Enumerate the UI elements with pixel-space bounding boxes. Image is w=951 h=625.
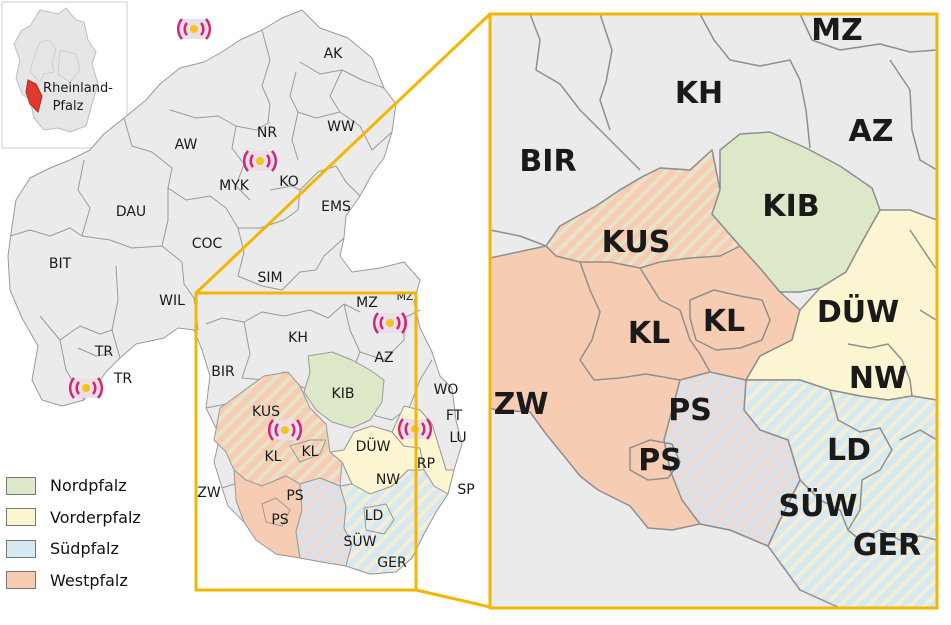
legend-swatch [6, 476, 36, 495]
radio-signal-icon [243, 150, 277, 172]
region-westpfalz-south [233, 469, 303, 559]
label-zw: ZW [197, 485, 221, 501]
label-ww: WW [327, 119, 355, 135]
germany-inset: Rheinland- Pfalz [1, 1, 128, 149]
label-ger: GER [377, 555, 407, 571]
label-ak: AK [324, 46, 344, 62]
legend-swatch [6, 508, 36, 527]
label-ko: KO [279, 174, 298, 190]
label-bit: BIT [49, 256, 72, 272]
label-ps: PS [286, 488, 303, 504]
legend-label: Südpfalz [50, 539, 119, 559]
label-kh: KH [288, 330, 308, 346]
radio-signal-icon [69, 377, 103, 399]
zoom-label-kl-city: KL [703, 304, 745, 339]
rheinland-pfalz-highlight [25, 79, 43, 113]
label-mz: MZ [356, 295, 378, 311]
label-ld: LD [365, 508, 384, 524]
zoom-label-kh: KH [675, 76, 723, 111]
label-duew: DÜW [356, 437, 391, 455]
zoom-label-zw: ZW [494, 387, 549, 422]
label-kl-city: KL [302, 444, 319, 460]
label-ems: EMS [321, 199, 351, 215]
radio-signal-icon [177, 18, 211, 40]
region-suedpfalz [339, 469, 449, 575]
label-nr: NR [257, 125, 277, 141]
label-kib: KIB [332, 386, 355, 402]
connector-line-top [194, 12, 492, 295]
label-tr: TR [113, 371, 133, 387]
label-rp: RP [417, 456, 435, 472]
inset-label-line2: Pfalz [53, 99, 84, 114]
legend-label: Vorderpfalz [50, 507, 141, 527]
zoom-label-ps: PS [668, 393, 712, 428]
label-ft: FT [446, 408, 463, 424]
legend-item-westpfalz: Westpfalz [6, 565, 141, 597]
radio-signal-icon [373, 312, 407, 334]
label-az: AZ [374, 350, 393, 366]
inset-label-line1: Rheinland- [43, 81, 113, 96]
label-aw: AW [175, 137, 198, 153]
legend-swatch [6, 539, 36, 558]
zoom-label-kl: KL [628, 316, 670, 351]
label-lu: LU [449, 430, 466, 446]
zoom-label-ger: GER [853, 528, 921, 563]
zoom-frame [488, 12, 939, 610]
label-sim: SIM [257, 270, 282, 286]
legend-label: Nordpfalz [50, 476, 127, 496]
label-wo: WO [434, 382, 459, 398]
label-nw: NW [376, 472, 400, 488]
label-bir: BIR [211, 364, 235, 380]
zoom-label-az: AZ [849, 114, 894, 149]
zoom-label-bir: BIR [519, 144, 576, 179]
label-myk: MYK [219, 178, 250, 194]
legend-item-nordpfalz: Nordpfalz [6, 470, 141, 502]
zoom-label-ps-city: PS [638, 443, 682, 478]
legend-swatch [6, 571, 36, 590]
zoom-highlight [194, 12, 492, 609]
radio-signal-icon [268, 419, 302, 441]
label-wil: WIL [159, 293, 185, 309]
zoom-panel: MZ KH AZ BIR KIB KUS DÜW KL KL NW ZW PS … [488, 12, 939, 610]
connector-line-bottom [415, 588, 491, 609]
label-dau: DAU [116, 204, 146, 220]
label-coc: COC [192, 236, 223, 252]
label-sp: SP [457, 482, 474, 498]
legend-item-suedpfalz: Südpfalz [6, 533, 141, 565]
label-kus: KUS [252, 404, 280, 420]
label-tr-city: TR [94, 344, 114, 360]
label-kl: KL [265, 449, 282, 465]
zoom-label-suew: SÜW [778, 487, 857, 524]
region-nordpfalz-kib [303, 351, 385, 429]
legend-item-vorderpfalz: Vorderpfalz [6, 502, 141, 534]
zoom-label-kus: KUS [602, 225, 671, 260]
zoom-label-ld: LD [827, 433, 871, 468]
legend-label: Westpfalz [50, 570, 128, 590]
legend: Nordpfalz Vorderpfalz Südpfalz Westpfalz [6, 470, 141, 596]
zoom-label-kib: KIB [762, 189, 819, 224]
zoom-label-nw: NW [849, 361, 907, 396]
label-ps-city: PS [271, 512, 288, 528]
highlight-frame [194, 291, 418, 592]
label-suew: SÜW [344, 532, 377, 550]
zoom-label-mz: MZ [811, 13, 863, 48]
radio-signal-icons [69, 18, 432, 441]
zoom-label-duew: DÜW [817, 293, 899, 330]
